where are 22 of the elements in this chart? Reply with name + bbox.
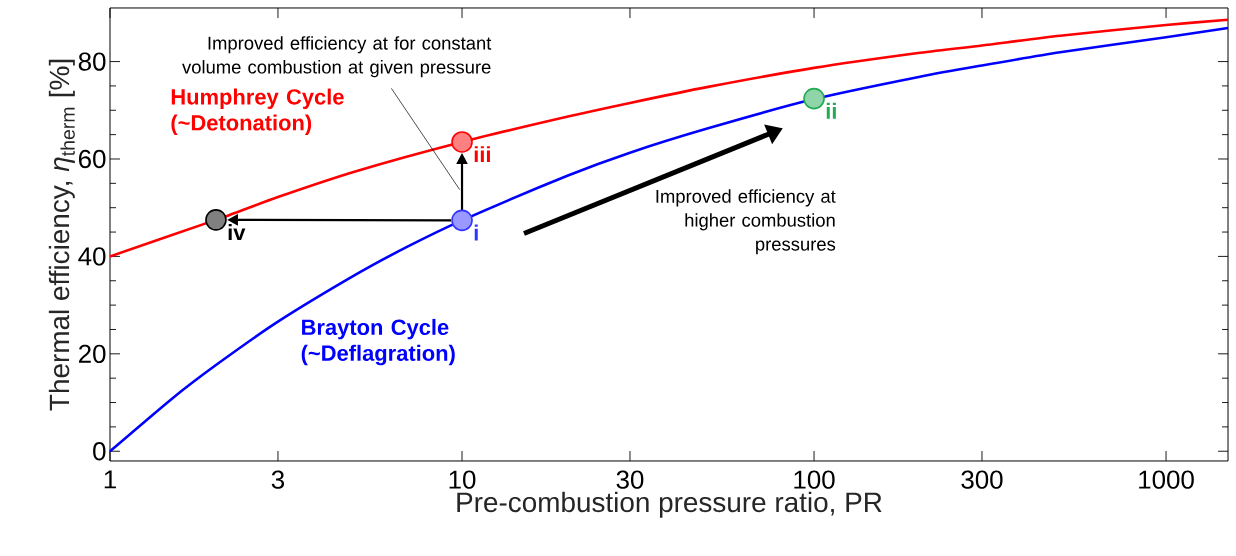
y-tick-label: 20 <box>78 344 106 363</box>
annotation: Improved efficiency at for constant volume combustion at given pressure <box>182 36 492 78</box>
series-label: Humphrey Cycle (~Detonation) <box>171 88 344 135</box>
x-tick-label: 30 <box>616 470 644 489</box>
x-tick-label: 1 <box>104 470 116 489</box>
series-label: Brayton Cycle (~Deflagration) <box>301 318 455 366</box>
y-tick-label: 60 <box>78 149 106 169</box>
series-label: i <box>474 224 478 241</box>
y-axis-title: Thermal efficiency, η$_{therm}$ [%] <box>48 59 75 411</box>
x-tick-label: 1000 <box>1139 470 1194 489</box>
y-tick-label: 40 <box>78 247 106 266</box>
x-tick-label: 100 <box>794 470 835 489</box>
x-axis-title: Pre-combustion pressure ratio, PR <box>457 491 882 518</box>
series-label: iii <box>474 146 490 163</box>
series-label: iv <box>228 224 246 240</box>
y-tick-label: 80 <box>78 52 106 71</box>
series-label: ii <box>826 102 836 119</box>
x-tick-label: 3 <box>271 470 285 489</box>
y-tick-label: 0 <box>93 442 106 461</box>
x-tick-label: 10 <box>449 470 476 489</box>
annotation: Improved efficiency at higher combustion pressures <box>656 189 836 255</box>
x-tick-label: 300 <box>961 470 1003 489</box>
